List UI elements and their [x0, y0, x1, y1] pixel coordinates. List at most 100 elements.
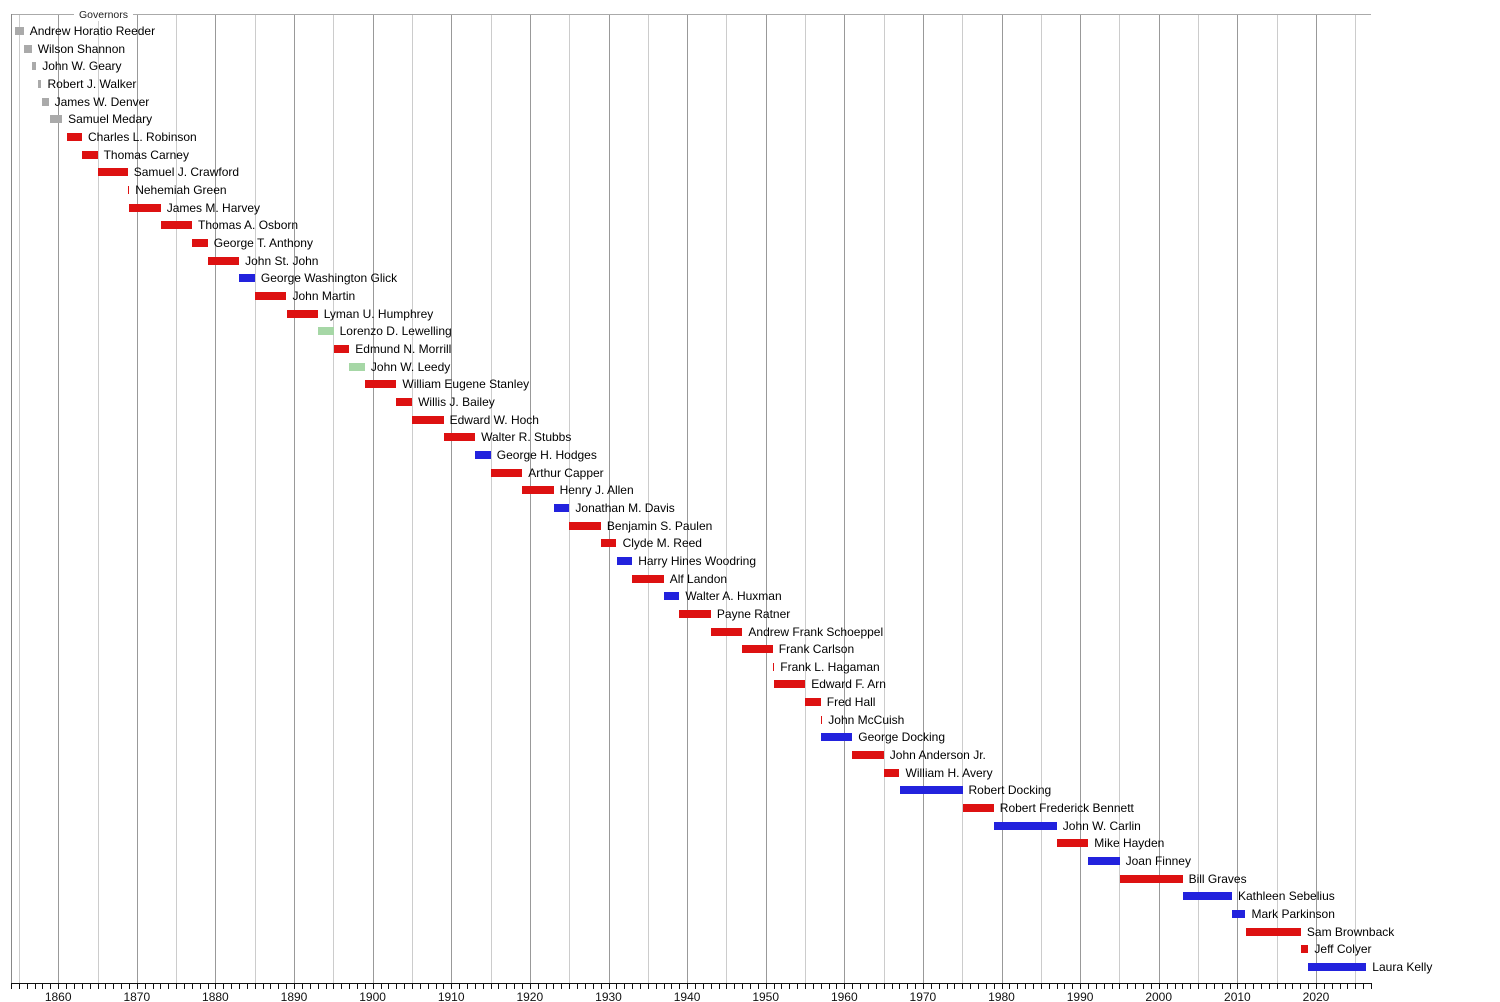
axis-tick [915, 984, 916, 989]
axis-tick [962, 984, 964, 989]
axis-tick [380, 984, 382, 989]
governor-name-label: Frank L. Hagaman [780, 659, 880, 674]
axis-year-label: 2010 [1224, 990, 1251, 1002]
axis-tick [514, 984, 516, 989]
term-bar [333, 344, 350, 353]
axis-tick [600, 984, 602, 989]
axis-year-label: 1990 [1066, 990, 1094, 1002]
axis-tick [899, 984, 901, 989]
term-bar [396, 397, 412, 406]
term-bar [805, 698, 821, 707]
axis-tick [50, 984, 52, 989]
term-bar [42, 97, 49, 106]
axis-tick [1205, 984, 1207, 989]
axis-tick [191, 984, 193, 989]
governor-name-label: George Washington Glick [260, 271, 398, 286]
axis-tick [435, 984, 437, 989]
governor-name-label: Payne Ratner [716, 606, 791, 621]
axis-year-label: 1980 [988, 990, 1015, 1002]
governor-name-label: Walter R. Stubbs [481, 430, 572, 445]
governor-name-label: Willis J. Bailey [418, 394, 495, 409]
axis-tick [309, 984, 311, 989]
axis-tick [1268, 984, 1270, 989]
governor-name-label: John W. Geary [42, 59, 122, 74]
term-bar [1300, 945, 1309, 954]
axis-tick [223, 984, 225, 989]
governor-name-label: Joan Finney [1125, 854, 1191, 868]
axis-tick [317, 984, 319, 989]
axis-tick [506, 984, 508, 989]
axis-tick [624, 984, 626, 989]
governor-name-label: Walter A. Huxman [685, 589, 782, 604]
axis-tick [333, 984, 335, 989]
axis-tick [718, 984, 720, 989]
governor-name-label: Bill Graves [1188, 871, 1247, 886]
axis-tick [867, 984, 869, 989]
axis-tick [1158, 984, 1160, 989]
gridline [529, 14, 531, 983]
axis-tick [1339, 984, 1341, 989]
axis-tick [938, 984, 940, 989]
axis-tick [1371, 984, 1372, 989]
governor-name-label: Laura Kelly [1372, 960, 1433, 974]
axis-tick [349, 984, 350, 989]
term-bar [600, 539, 617, 548]
axis-tick [852, 984, 854, 989]
axis-tick [474, 984, 476, 989]
gridline [294, 14, 295, 983]
gridline [569, 14, 571, 983]
top-frame-line [11, 14, 1371, 15]
axis-tick [860, 984, 861, 989]
gridline [1119, 14, 1121, 983]
term-bar [192, 238, 208, 247]
governor-name-label: Robert J. Walker [47, 77, 137, 91]
gridline [1355, 14, 1357, 983]
axis-tick [694, 984, 696, 989]
governor-name-label: George H. Hodges [496, 447, 597, 462]
axis-tick [1111, 984, 1113, 989]
governor-name-label: Jeff Colyer [1314, 942, 1372, 957]
governor-name-label: Thomas A. Osborn [198, 218, 299, 233]
gridline [687, 14, 689, 983]
axis-year-label: 1950 [752, 990, 780, 1002]
axis-tick [419, 984, 421, 989]
axis-tick [970, 984, 972, 989]
term-bar [962, 804, 994, 813]
axis-tick [632, 984, 633, 989]
axis-tick [844, 984, 846, 989]
axis-tick [42, 984, 44, 989]
axis-tick [1048, 984, 1050, 989]
governor-name-label: Edmund N. Morrill [355, 341, 452, 356]
governor-name-label: Edward F. Arn [811, 677, 886, 692]
gridline [1237, 14, 1239, 983]
gridline [1158, 14, 1160, 983]
governor-name-label: Samuel Medary [68, 112, 153, 127]
axis-tick [545, 984, 547, 989]
gridline [58, 14, 60, 983]
governor-name-label: Andrew Horatio Reeder [29, 24, 156, 38]
axis-tick [569, 984, 571, 989]
gridline [962, 14, 964, 983]
gridline [1316, 14, 1317, 983]
axis-tick [1001, 984, 1003, 989]
axis-tick [883, 984, 885, 989]
left-frame-line [11, 14, 12, 983]
axis-tick [215, 984, 217, 989]
axis-tick [18, 984, 20, 989]
gridline [411, 14, 413, 983]
axis-tick [1064, 984, 1066, 989]
axis-tick [34, 984, 36, 989]
axis-tick [11, 984, 12, 989]
axis-tick [1095, 984, 1097, 989]
axis-year-label: 1970 [909, 990, 937, 1002]
axis-year-label: 1940 [673, 990, 701, 1002]
governor-name-label: Lorenzo D. Lewelling [339, 324, 452, 339]
gridline [1198, 14, 1200, 983]
axis-tick [128, 984, 130, 989]
governor-name-label: John Anderson Jr. [889, 748, 986, 763]
governor-name-label: George Docking [858, 730, 946, 745]
axis-tick [1237, 984, 1239, 989]
axis-tick [592, 984, 594, 989]
term-bar [127, 185, 130, 194]
